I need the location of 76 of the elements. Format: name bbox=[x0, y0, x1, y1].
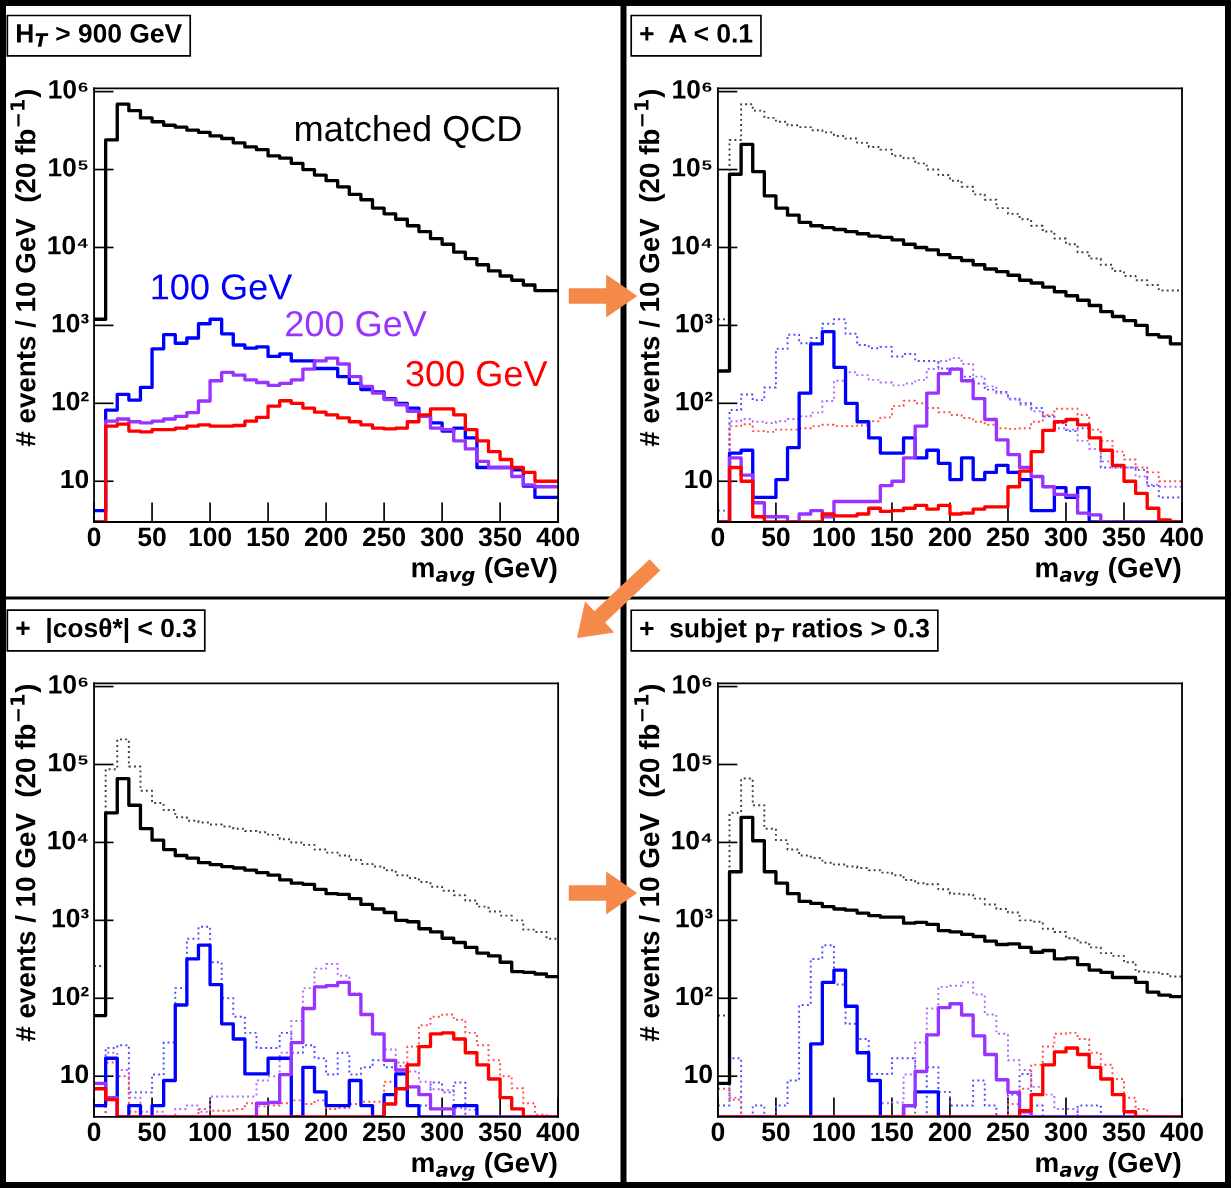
x-tick-label: 300 bbox=[1044, 527, 1087, 547]
y-tick-label: 10³ bbox=[676, 313, 713, 333]
y-axis-title: # events / 10 GeV (20 fb$^{−1}$) bbox=[634, 89, 665, 447]
y-tick-label: 10⁵ bbox=[672, 157, 712, 177]
x-tick-label: 150 bbox=[871, 527, 913, 547]
x-tick-label: 350 bbox=[1102, 527, 1145, 547]
x-tick-label: 0 bbox=[711, 527, 725, 547]
x-axis-title: m$_{avg}$ (GeV) bbox=[412, 1151, 557, 1181]
y-tick-label: 10⁵ bbox=[49, 752, 88, 772]
x-tick-label: 150 bbox=[247, 527, 290, 547]
y-axis-title: # events / 10 GeV (20 fb$^{−1}$) bbox=[10, 89, 41, 447]
y-tick-label: 10³ bbox=[52, 313, 89, 333]
x-tick-label: 350 bbox=[478, 527, 522, 547]
x-tick-label: 0 bbox=[711, 1122, 725, 1142]
y-tick-label: 10³ bbox=[676, 908, 713, 928]
x-axis-title: m$_{avg}$ (GeV) bbox=[1036, 557, 1181, 586]
y-tick-label: 10² bbox=[52, 391, 89, 411]
x-tick-label: 0 bbox=[87, 527, 101, 547]
y-tick-label: 10 bbox=[61, 1064, 89, 1084]
y-tick-label: 10⁶ bbox=[673, 80, 712, 99]
series-label: matched QCD bbox=[296, 114, 521, 148]
y-tick-label: 10⁵ bbox=[49, 157, 88, 177]
x-tick-label: 200 bbox=[928, 1122, 971, 1142]
y-tick-label: 10 bbox=[685, 469, 712, 489]
x-tick-label: 400 bbox=[1160, 1122, 1203, 1142]
y-tick-label: 10⁶ bbox=[49, 674, 88, 694]
y-tick-label: 10⁴ bbox=[672, 830, 712, 850]
x-tick-label: 100 bbox=[813, 527, 855, 547]
y-axis-title: # events / 10 GeV (20 fb$^{−1}$) bbox=[10, 684, 41, 1042]
x-axis-title: m$_{avg}$ (GeV) bbox=[412, 557, 557, 586]
x-tick-label: 400 bbox=[536, 1122, 580, 1142]
x-tick-label: 400 bbox=[536, 527, 580, 547]
x-tick-label: 100 bbox=[189, 527, 231, 547]
x-tick-label: 50 bbox=[762, 1122, 790, 1142]
chart-title: + |cosθ*| < 0.3 bbox=[16, 617, 196, 643]
x-tick-label: 350 bbox=[1102, 1122, 1145, 1142]
chart-title: H$_{T}$ > 900 GeV bbox=[17, 24, 182, 47]
x-tick-label: 200 bbox=[305, 527, 348, 547]
y-tick-label: 10⁴ bbox=[672, 235, 712, 255]
series-label: 300 GeV bbox=[406, 360, 548, 387]
series-label: 100 GeV bbox=[152, 274, 293, 300]
x-tick-label: 150 bbox=[871, 1122, 913, 1142]
x-tick-label: 200 bbox=[305, 1122, 348, 1142]
y-tick-label: 10³ bbox=[52, 908, 89, 928]
x-tick-label: 150 bbox=[247, 1122, 290, 1142]
y-tick-label: 10 bbox=[61, 469, 89, 489]
x-tick-label: 300 bbox=[1044, 1122, 1087, 1142]
y-tick-label: 10⁵ bbox=[672, 752, 712, 772]
y-tick-label: 10⁶ bbox=[673, 674, 712, 694]
y-tick-label: 10² bbox=[52, 986, 89, 1006]
chart-title: + A < 0.1 bbox=[640, 24, 753, 43]
x-tick-label: 50 bbox=[138, 1122, 166, 1142]
x-tick-label: 300 bbox=[420, 527, 464, 547]
x-tick-label: 100 bbox=[813, 1122, 855, 1142]
x-tick-label: 0 bbox=[87, 1122, 101, 1142]
x-tick-label: 250 bbox=[986, 527, 1029, 547]
series-label: 200 GeV bbox=[286, 311, 427, 337]
x-tick-label: 250 bbox=[363, 1122, 406, 1142]
y-tick-label: 10⁶ bbox=[49, 80, 88, 99]
y-tick-label: 10² bbox=[676, 986, 713, 1006]
x-tick-label: 100 bbox=[189, 1122, 231, 1142]
y-tick-label: 10⁴ bbox=[48, 830, 88, 850]
y-axis-title: # events / 10 GeV (20 fb$^{−1}$) bbox=[634, 684, 665, 1042]
x-tick-label: 250 bbox=[986, 1122, 1029, 1142]
x-tick-label: 50 bbox=[762, 527, 790, 547]
x-tick-label: 200 bbox=[928, 527, 971, 547]
y-tick-label: 10 bbox=[685, 1064, 712, 1084]
y-tick-label: 10⁴ bbox=[48, 235, 88, 255]
x-tick-label: 300 bbox=[420, 1122, 464, 1142]
chart-title: + subjet p$_{T}$ ratios > 0.3 bbox=[640, 618, 929, 643]
x-axis-title: m$_{avg}$ (GeV) bbox=[1036, 1151, 1181, 1181]
y-tick-label: 10² bbox=[676, 391, 713, 411]
x-tick-label: 50 bbox=[138, 527, 166, 547]
x-tick-label: 350 bbox=[478, 1122, 522, 1142]
x-tick-label: 250 bbox=[363, 527, 406, 547]
x-tick-label: 400 bbox=[1160, 527, 1203, 547]
